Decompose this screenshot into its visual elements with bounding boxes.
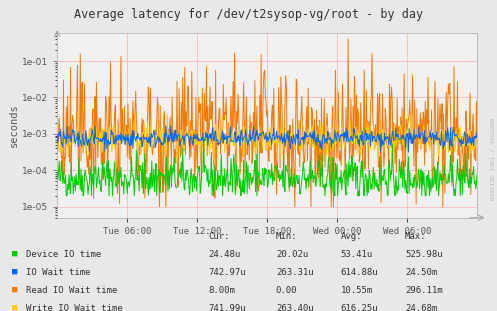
Text: 525.98u: 525.98u [405, 250, 443, 259]
Text: 616.25u: 616.25u [340, 304, 378, 311]
Text: ■: ■ [12, 302, 18, 311]
Y-axis label: seconds: seconds [9, 103, 19, 147]
Text: 742.97u: 742.97u [209, 268, 247, 277]
Text: ■: ■ [12, 284, 18, 293]
Text: RRDTOOL / TOBI OETIKER: RRDTOOL / TOBI OETIKER [488, 118, 493, 201]
Text: ■: ■ [12, 248, 18, 257]
Text: 614.88u: 614.88u [340, 268, 378, 277]
Text: Cur:: Cur: [209, 232, 230, 241]
Text: Device IO time: Device IO time [26, 250, 101, 259]
Text: 53.41u: 53.41u [340, 250, 373, 259]
Text: 24.50m: 24.50m [405, 268, 437, 277]
Text: 263.40u: 263.40u [276, 304, 314, 311]
Text: Write IO Wait time: Write IO Wait time [26, 304, 123, 311]
Text: ■: ■ [12, 266, 18, 275]
Text: 10.55m: 10.55m [340, 286, 373, 295]
Text: 741.99u: 741.99u [209, 304, 247, 311]
Text: 296.11m: 296.11m [405, 286, 443, 295]
Text: Max:: Max: [405, 232, 426, 241]
Text: Min:: Min: [276, 232, 297, 241]
Text: Avg:: Avg: [340, 232, 362, 241]
Text: IO Wait time: IO Wait time [26, 268, 91, 277]
Text: Read IO Wait time: Read IO Wait time [26, 286, 118, 295]
Text: 24.68m: 24.68m [405, 304, 437, 311]
Text: 24.48u: 24.48u [209, 250, 241, 259]
Text: 263.31u: 263.31u [276, 268, 314, 277]
Text: 0.00: 0.00 [276, 286, 297, 295]
Text: 20.02u: 20.02u [276, 250, 308, 259]
Text: Average latency for /dev/t2sysop-vg/root - by day: Average latency for /dev/t2sysop-vg/root… [74, 8, 423, 21]
Text: 8.00m: 8.00m [209, 286, 236, 295]
